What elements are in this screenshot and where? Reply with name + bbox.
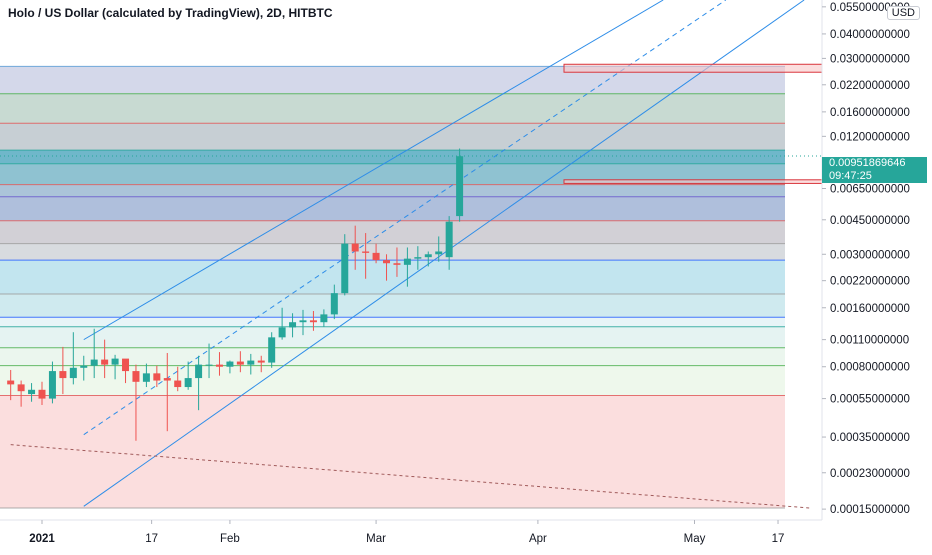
bar-countdown: 09:47:25 (829, 170, 872, 182)
candle-body (28, 389, 36, 395)
candle-body (48, 371, 56, 399)
y-tick-label: 0.00015000000 (830, 504, 910, 516)
candle-body (383, 260, 391, 264)
trend-line (83, 0, 664, 341)
candle-body (101, 359, 109, 365)
candle-body (393, 263, 401, 265)
candle-body (226, 361, 234, 367)
y-tick-label: 0.02200000000 (830, 80, 910, 92)
candle-body (278, 327, 286, 338)
candle-body (17, 384, 25, 392)
candle-body (435, 251, 443, 255)
last-price-value: 0.00951869646 (829, 157, 906, 169)
x-tick-label: 2021 (29, 533, 55, 545)
x-tick-label: Mar (366, 533, 386, 545)
y-tick-label: 0.00035000000 (830, 432, 910, 444)
trend-line (83, 0, 805, 507)
dashed-trend-line (10, 444, 810, 509)
candle-body (111, 358, 119, 365)
candle-body (90, 359, 98, 366)
candle-body (362, 251, 370, 253)
price-zone (0, 395, 785, 508)
y-tick-label: 0.04000000000 (830, 29, 910, 41)
y-tick-label: 0.00055000000 (830, 394, 910, 406)
candle-body (132, 371, 140, 382)
price-zone (0, 123, 785, 151)
y-tick-label: 0.01200000000 (830, 131, 910, 143)
candle-body (122, 358, 130, 372)
candle-body (59, 371, 67, 379)
price-zone (0, 260, 785, 295)
candle-body (184, 378, 192, 388)
y-tick-label: 0.00110000000 (830, 335, 909, 347)
candle-body (341, 243, 349, 294)
y-tick-label: 0.03000000000 (830, 53, 910, 65)
price-zone (0, 326, 785, 348)
candle-body (424, 254, 432, 258)
y-tick-label: 0.00450000000 (830, 215, 910, 227)
y-tick-label: 0.00650000000 (830, 184, 910, 196)
candle-body (445, 221, 453, 258)
candle-body (351, 243, 359, 252)
candle-body (247, 360, 255, 365)
y-tick-label: 0.00023000000 (830, 468, 910, 480)
candle-body (69, 367, 77, 379)
highlight-box (563, 63, 823, 73)
y-tick-label: 0.00080000000 (830, 362, 910, 374)
y-tick-label: 0.00220000000 (830, 276, 910, 288)
candle-body (163, 378, 171, 381)
price-zone (0, 317, 785, 327)
candle-body (456, 156, 464, 217)
candle-body (299, 320, 307, 323)
candle-body (403, 258, 411, 265)
candle-body (153, 373, 161, 381)
y-tick-label: 0.01600000000 (830, 107, 910, 119)
y-tick-label: 0.00300000000 (830, 249, 910, 261)
candle-body (236, 361, 244, 365)
price-zone (0, 347, 785, 366)
candle-body (195, 364, 203, 379)
candle-body (80, 365, 88, 368)
price-zone (0, 150, 785, 164)
last-price-tag: 0.00951869646 09:47:25 (822, 157, 927, 183)
x-tick-label: Feb (220, 533, 240, 545)
candle-body (142, 373, 150, 382)
candle-body (414, 257, 422, 259)
candle-body (330, 293, 338, 315)
price-zone (0, 196, 785, 221)
candle-body (268, 337, 276, 363)
candle-body (205, 364, 213, 366)
x-tick-label: 17 (145, 533, 158, 545)
price-zone (0, 220, 785, 244)
candle-body (309, 320, 317, 323)
y-tick-label: 0.00160000000 (830, 303, 910, 315)
x-tick-label: Apr (529, 533, 547, 545)
price-zone (0, 184, 785, 197)
x-tick-label: 17 (772, 533, 785, 545)
candle-body (289, 322, 297, 328)
price-zone (0, 243, 785, 261)
currency-badge[interactable]: USD (886, 6, 920, 20)
highlight-box (563, 179, 823, 184)
candle-body (38, 389, 46, 399)
candle-body (215, 364, 223, 367)
price-zone (0, 294, 785, 318)
price-zone (0, 365, 785, 396)
dashed-trend-line (83, 0, 727, 436)
x-tick-label: May (684, 533, 706, 545)
price-zone (0, 93, 785, 124)
candle-body (7, 380, 15, 385)
candle-body (257, 360, 265, 363)
candle-body (320, 314, 328, 323)
chart-title: Holo / US Dollar (calculated by TradingV… (8, 6, 333, 20)
candle-body (174, 380, 182, 388)
candle-body (372, 252, 380, 261)
